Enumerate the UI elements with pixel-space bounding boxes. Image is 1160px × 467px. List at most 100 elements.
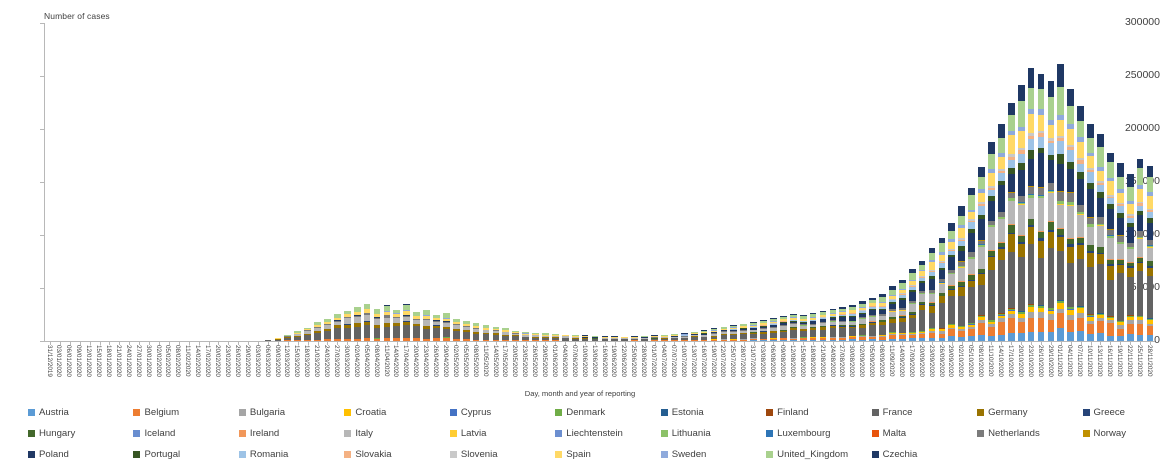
bar-segment	[1087, 266, 1094, 315]
legend-item[interactable]: Cyprus	[449, 408, 491, 418]
bar-segment	[908, 285, 916, 286]
bar-segment	[869, 306, 876, 308]
legend-swatch	[1082, 430, 1090, 438]
bar-segment	[859, 317, 866, 319]
legend-item[interactable]: Ireland	[238, 429, 279, 439]
x-axis-tick-mark	[347, 342, 349, 345]
bar-segment	[601, 339, 609, 341]
bar-segment	[651, 339, 658, 341]
legend-item[interactable]: Netherlands	[977, 429, 1040, 439]
bar-segment	[1136, 203, 1144, 206]
legend-item[interactable]: Lithuania	[660, 429, 711, 439]
legend-item[interactable]: Denmark	[555, 408, 605, 418]
legend-item[interactable]: Estonia	[660, 408, 704, 418]
x-axis-tick-label: 24/01/2020	[124, 345, 132, 377]
legend-swatch	[344, 451, 352, 459]
legend-item[interactable]: Spain	[555, 450, 591, 460]
bar-segment	[998, 260, 1005, 314]
legend-item[interactable]: Greece	[1082, 408, 1125, 418]
legend-item[interactable]: United_Kingdom	[766, 450, 848, 460]
bar-segment	[1077, 308, 1085, 313]
bar-stack	[849, 304, 857, 341]
bar-stack	[304, 327, 311, 341]
legend-item[interactable]: Finland	[766, 408, 809, 418]
bar-segment	[1047, 160, 1055, 183]
bar-segment	[988, 221, 995, 225]
x-axis-tick-label: 11/10/2020	[987, 345, 995, 377]
legend-swatch	[1082, 409, 1090, 417]
x-axis-tick-label: 23/04/2020	[422, 345, 430, 377]
bar-segment	[888, 300, 896, 303]
legend-item[interactable]: Latvia	[449, 429, 486, 439]
bar-segment	[1087, 226, 1094, 228]
bar-stack	[452, 318, 460, 341]
legend-item[interactable]: Norway	[1082, 429, 1126, 439]
bar-segment	[898, 315, 906, 318]
bar-segment	[1047, 140, 1055, 144]
x-axis-tick-mark	[644, 342, 646, 345]
bar-segment	[502, 340, 510, 341]
bar-segment	[779, 319, 787, 322]
bar-segment	[353, 317, 361, 324]
bar-segment	[1017, 243, 1025, 258]
bar-segment	[333, 328, 341, 339]
bar-segment	[799, 315, 807, 317]
bar-segment	[373, 317, 381, 319]
bar-stack	[1116, 163, 1124, 341]
bar-stack	[928, 248, 936, 341]
x-axis-tick-mark	[1140, 342, 1142, 345]
legend-item[interactable]: France	[871, 408, 912, 418]
bar-segment	[502, 330, 510, 332]
x-axis-tick-mark	[783, 342, 785, 345]
bar-segment	[1067, 128, 1075, 145]
bar-segment	[730, 330, 738, 332]
bar-segment	[888, 302, 896, 304]
bar-segment	[849, 310, 857, 314]
bar-segment	[1017, 318, 1025, 323]
bar-segment	[1007, 192, 1015, 198]
legend-item[interactable]: Luxembourg	[766, 429, 831, 439]
x-axis-tick-label: 28/07/2020	[739, 345, 747, 377]
bar-segment	[1107, 317, 1114, 319]
legend-item[interactable]: Italy	[344, 429, 373, 439]
x-axis-tick-mark	[228, 342, 230, 345]
bar-segment	[423, 338, 430, 341]
legend-item[interactable]: Slovenia	[449, 450, 498, 460]
legend-item[interactable]: Belgium	[133, 408, 179, 418]
legend-item[interactable]: Portugal	[133, 450, 180, 460]
bar-segment	[978, 274, 985, 285]
legend-item[interactable]: Slovakia	[344, 450, 392, 460]
bar-segment	[799, 324, 807, 326]
x-axis-tick-mark	[604, 342, 606, 345]
legend-item[interactable]: Poland	[28, 450, 69, 460]
bar-segment	[1107, 198, 1114, 205]
bar-segment	[918, 264, 926, 270]
bar-segment	[1077, 258, 1085, 306]
bar-segment	[948, 270, 956, 273]
legend-item[interactable]: Romania	[238, 450, 288, 460]
legend-item[interactable]: Germany	[977, 408, 1028, 418]
legend-swatch	[238, 451, 246, 459]
x-axis-tick-label: 26/10/2020	[1036, 345, 1044, 377]
legend-item[interactable]: Hungary	[28, 429, 75, 439]
legend-item[interactable]: Austria	[28, 408, 69, 418]
bar-segment	[888, 319, 896, 324]
legend-item[interactable]: Liechtenstein	[555, 429, 623, 439]
bar-segment	[1087, 251, 1094, 254]
bar-segment	[1007, 309, 1015, 311]
x-axis-tick-mark	[386, 342, 388, 345]
legend-item[interactable]: Sweden	[660, 450, 706, 460]
legend-item[interactable]: Croatia	[344, 408, 386, 418]
bar-segment	[1027, 198, 1035, 219]
bar-segment	[978, 177, 985, 190]
x-axis-tick-mark	[684, 342, 686, 345]
bar-segment	[1136, 257, 1144, 262]
legend-item[interactable]: Iceland	[133, 429, 175, 439]
legend-item[interactable]: Czechia	[871, 450, 917, 460]
bar-segment	[928, 328, 936, 330]
bar-segment	[908, 279, 916, 281]
bar-segment	[284, 336, 292, 338]
legend-item[interactable]: Bulgaria	[238, 408, 285, 418]
bar-segment	[998, 172, 1005, 182]
legend-item[interactable]: Malta	[871, 429, 906, 439]
